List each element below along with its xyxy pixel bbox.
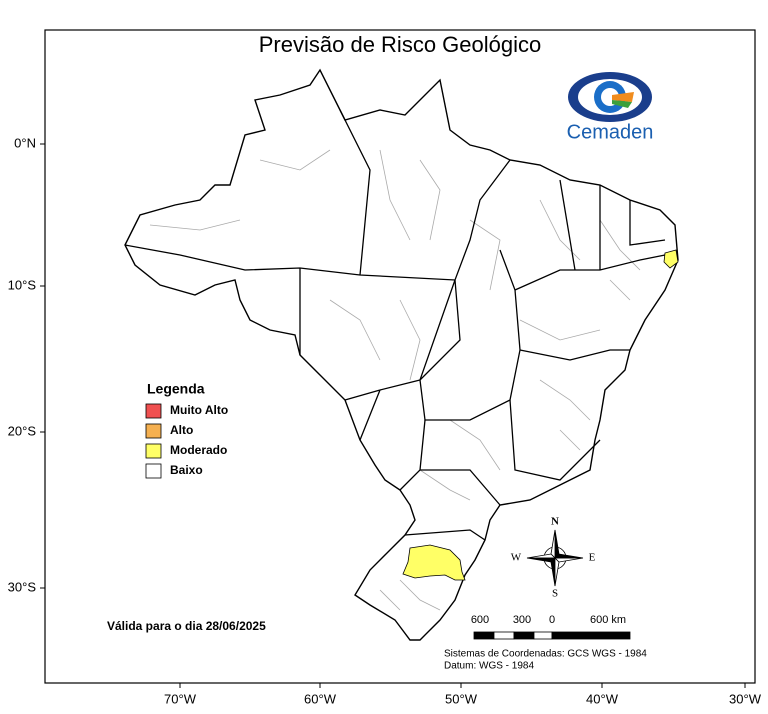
- compass-label: N: [551, 516, 559, 528]
- scale-bar: [473, 631, 631, 640]
- coordinate-ticks: [40, 143, 746, 688]
- compass-label: E: [589, 552, 596, 564]
- risk-area-moderate: [663, 249, 679, 269]
- lon-label: 70°W: [164, 691, 197, 706]
- coordinate-system-note: Sistemas de Coordenadas: GCS WGS - 1984: [444, 649, 647, 660]
- map-title: Previsão de Risco Geológico: [259, 32, 541, 57]
- scale-label: 0: [549, 614, 555, 626]
- legend-swatch: [145, 423, 162, 439]
- state-borders: [124, 109, 666, 541]
- legend-label: Baixo: [170, 463, 203, 477]
- compass-label: W: [511, 552, 522, 564]
- scale-label: 600 km: [590, 614, 626, 626]
- lat-label: 30°S: [8, 579, 37, 594]
- lat-label: 20°S: [8, 423, 37, 438]
- validity-date: Válida para o dia 28/06/2025: [107, 619, 266, 633]
- scale-label: 600: [471, 614, 489, 626]
- logo-text: Cemaden: [567, 121, 654, 143]
- lon-label: 50°W: [445, 691, 478, 706]
- risk-area-moderate: [402, 544, 466, 581]
- legend-label: Muito Alto: [170, 403, 228, 417]
- legend-title: Legenda: [147, 381, 205, 397]
- compass: [526, 529, 584, 587]
- legend-swatch: [145, 463, 162, 479]
- lon-label: 60°W: [304, 691, 337, 706]
- lat-label: 0°N: [14, 135, 36, 150]
- compass-label: S: [552, 588, 558, 600]
- legend-swatch: [145, 443, 162, 459]
- lon-label: 30°W: [729, 691, 762, 706]
- datum-note: Datum: WGS - 1984: [444, 661, 534, 672]
- legend-label: Alto: [170, 423, 193, 437]
- lat-label: 10°S: [8, 277, 37, 292]
- legend-swatch: [145, 403, 162, 419]
- scale-label: 300: [513, 614, 531, 626]
- lon-label: 40°W: [586, 691, 619, 706]
- legend: Legenda Muito Alto Alto Moderado Baixo: [145, 381, 228, 479]
- legend-label: Moderado: [170, 443, 227, 457]
- logo: Cemaden: [567, 72, 654, 143]
- municipal-borders: [149, 149, 641, 611]
